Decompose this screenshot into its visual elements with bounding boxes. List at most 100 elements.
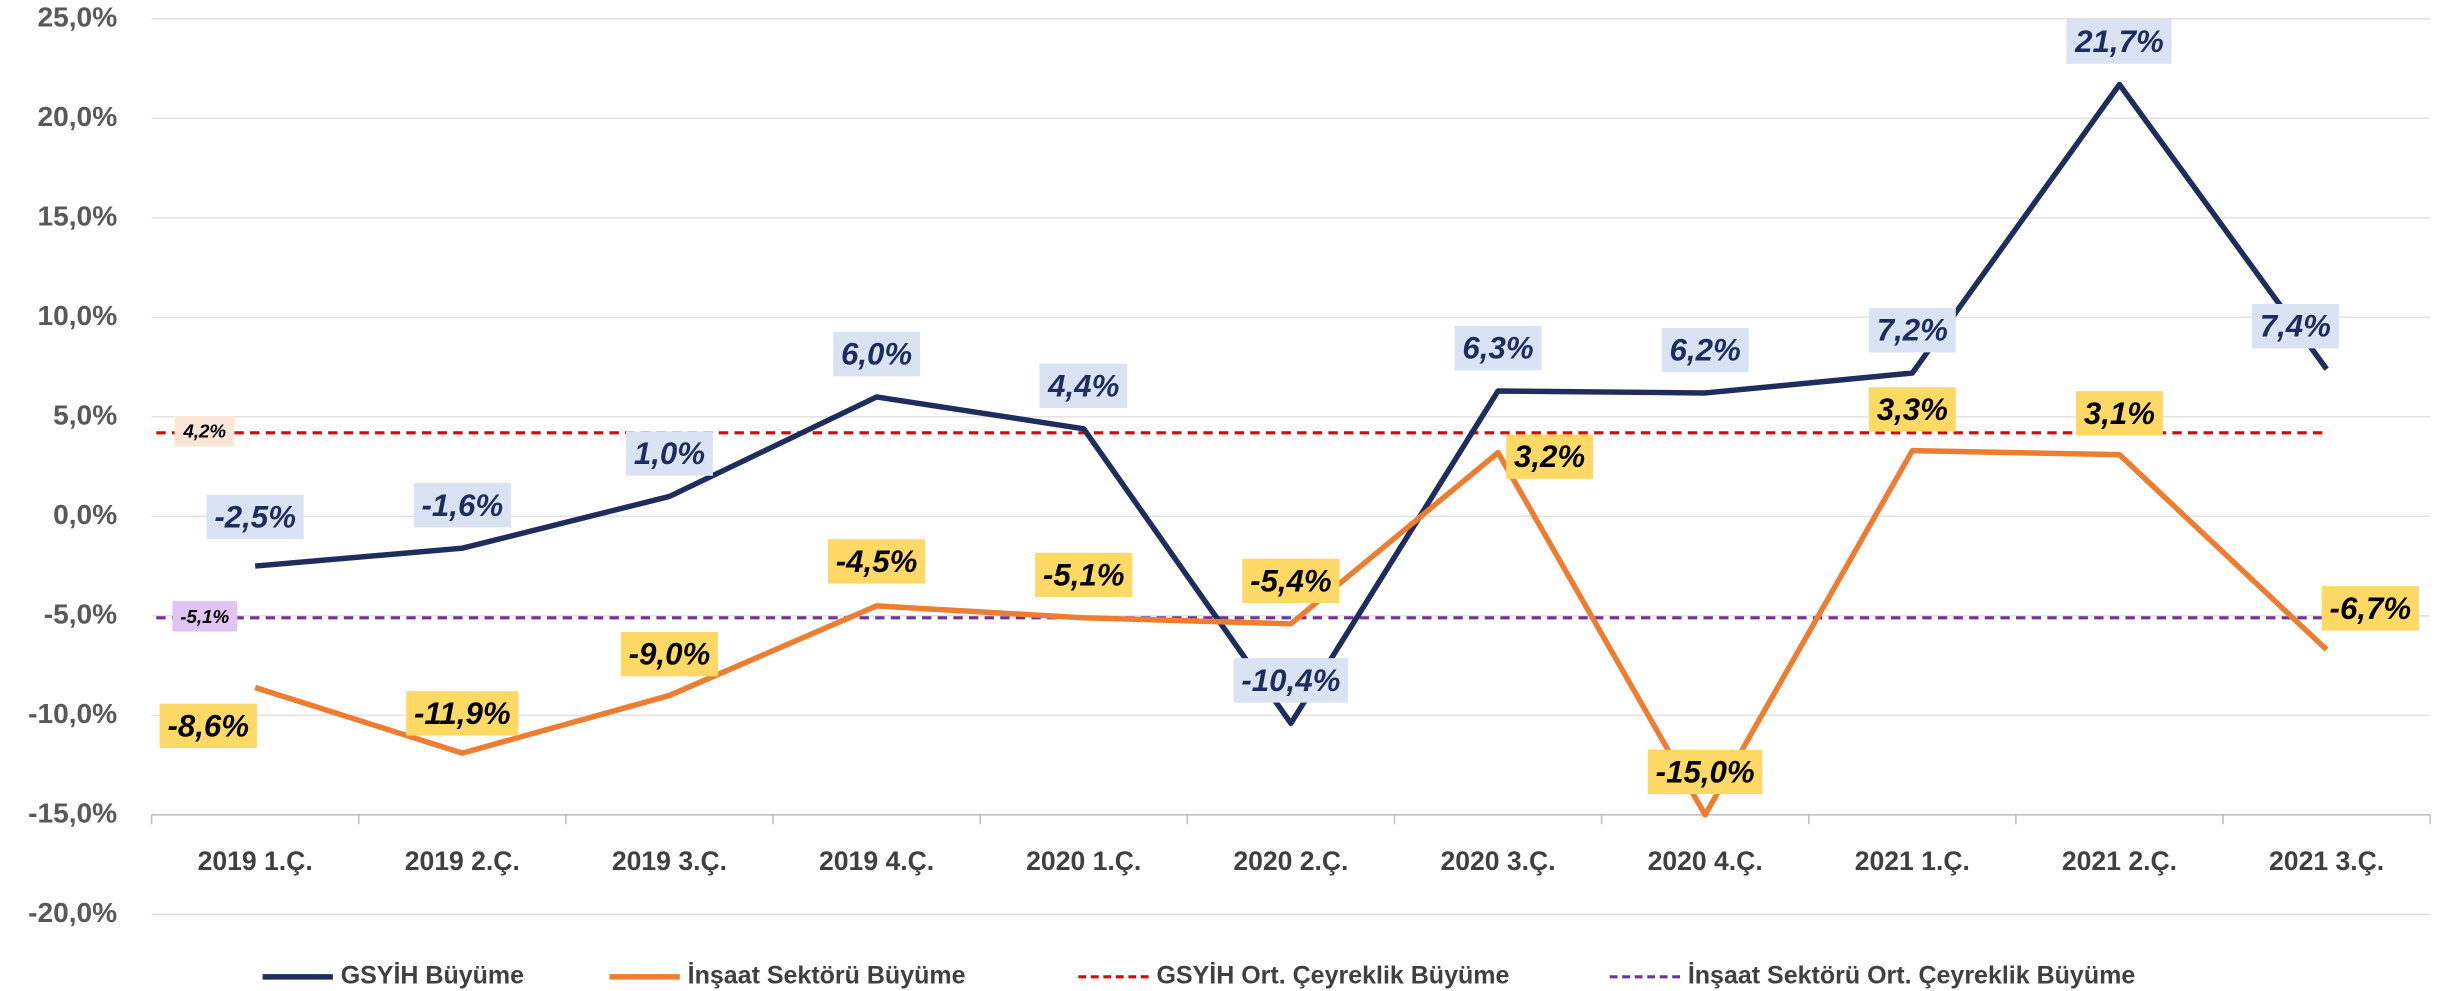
legend-label: GSYİH Büyüme [341,961,524,989]
y-tick-label: -20,0% [28,897,117,928]
data-label-group: 3,3% [1868,387,1956,432]
data-label: 3,2% [1514,439,1585,474]
data-label: -6,7% [2330,591,2412,626]
x-tick-label: 2020 1.Ç. [1026,846,1141,876]
data-label: 1,0% [634,436,705,471]
data-label-bg [833,331,921,377]
data-label-bg [2321,586,2420,631]
y-tick-label: -15,0% [28,797,117,828]
data-label: 7,2% [1877,313,1948,348]
legend-label: GSYİH Ort. Çeyreklik Büyüme [1156,961,1509,989]
data-label: -8,6% [167,708,249,743]
x-tick-label: 2019 4.Ç. [819,846,934,876]
data-label-group: -5,1% [1035,552,1133,598]
data-label: -5,1% [1043,557,1125,592]
data-label: -9,0% [629,637,711,672]
data-label-bg [827,539,926,584]
reference-label-bg [172,601,238,632]
reference-label-bg [174,416,235,447]
data-label: 3,3% [1877,392,1948,427]
data-label: -10,4% [1241,663,1340,698]
x-tick-label: 2021 2.Ç. [2062,846,2177,876]
data-label-bg [2251,304,2339,349]
y-tick-label: 15,0% [37,200,117,231]
data-label: 6,3% [1462,331,1533,366]
data-label-bg [1647,749,1763,795]
reference-label-group: 4,2% [174,416,235,447]
data-label: -1,6% [421,488,503,523]
x-tick-label: 2019 3.Ç. [612,846,727,876]
legend-label: İnşaat Sektörü Ort. Çeyreklik Büyüme [1688,961,2135,989]
series-line [254,81,2329,727]
data-label-group: -9,0% [620,631,719,677]
data-label-group: -2,5% [206,494,304,540]
data-label-bg [1233,658,1349,703]
data-label-bg [2066,19,2172,64]
x-tick-label: 2020 2.Ç. [1233,846,1348,876]
data-label-bg [1868,387,1956,432]
data-label-group: -8,6% [159,703,257,749]
data-label: 6,0% [841,337,912,372]
data-label-bg [1454,325,1542,371]
data-label-bg [1506,434,1594,479]
data-label: -15,0% [1656,754,1755,789]
data-label-bg [626,431,713,476]
x-tick-label: 2020 3.Ç. [1440,846,1555,876]
data-label-group: -1,6% [413,483,511,528]
data-label-bg [1661,327,1749,373]
data-label: -2,5% [214,499,296,534]
data-label-bg [2076,391,2163,436]
data-label: 6,2% [1670,333,1741,368]
data-label-group: -11,9% [406,691,519,736]
data-label-group: 6,2% [1661,327,1749,373]
data-label-group: 6,0% [833,331,921,377]
data-label: 21,7% [2074,24,2164,59]
reference-label-group: -5,1% [172,601,238,632]
y-tick-label: 0,0% [53,499,117,530]
reference-label: -5,1% [180,606,229,627]
data-label-group: 7,2% [1868,307,1956,353]
data-label-bg [1039,363,1128,409]
data-label-group: 3,1% [2076,391,2163,436]
y-tick-label: -5,0% [44,598,117,629]
data-label-bg [1868,307,1956,353]
data-label-bg [620,631,719,677]
data-label-group: -5,4% [1242,558,1340,604]
x-tick-label: 2019 2.Ç. [405,846,520,876]
data-label: -11,9% [414,696,511,731]
data-label-group: -10,4% [1233,658,1349,703]
data-label-bg [1242,558,1340,604]
data-label-group: 6,3% [1454,325,1542,371]
data-label-group: 21,7% [2066,19,2172,64]
data-label-group: 3,2% [1506,434,1594,479]
data-label-bg [206,494,304,540]
data-label: 4,4% [1047,368,1119,403]
data-label-group: -15,0% [1647,749,1763,795]
data-label-group: 4,4% [1039,363,1128,409]
y-tick-label: -10,0% [28,698,117,729]
x-tick-label: 2021 1.Ç. [1855,846,1970,876]
data-label-bg [406,691,519,736]
x-tick-label: 2021 3.Ç. [2269,846,2384,876]
reference-label: 4,2% [182,421,226,442]
data-label-group: -6,7% [2321,586,2420,631]
y-tick-label: 25,0% [37,1,117,32]
data-label-group: 7,4% [2251,304,2339,349]
y-tick-label: 5,0% [53,399,117,430]
data-label-bg [413,483,511,528]
data-label-bg [159,703,257,749]
data-label-bg [1035,552,1133,598]
data-label-group: -4,5% [827,539,926,584]
x-tick-label: 2020 4.Ç. [1648,846,1763,876]
series-line [254,447,2329,818]
data-label: 7,4% [2260,309,2331,344]
data-label-group: 1,0% [626,431,713,476]
data-label: -5,4% [1250,563,1332,598]
y-tick-label: 20,0% [37,101,117,132]
data-label: -4,5% [836,544,918,579]
legend-label: İnşaat Sektörü Büyüme [688,961,966,989]
data-label: 3,1% [2084,396,2155,431]
y-tick-label: 10,0% [37,300,117,331]
x-tick-label: 2019 1.Ç. [198,846,313,876]
